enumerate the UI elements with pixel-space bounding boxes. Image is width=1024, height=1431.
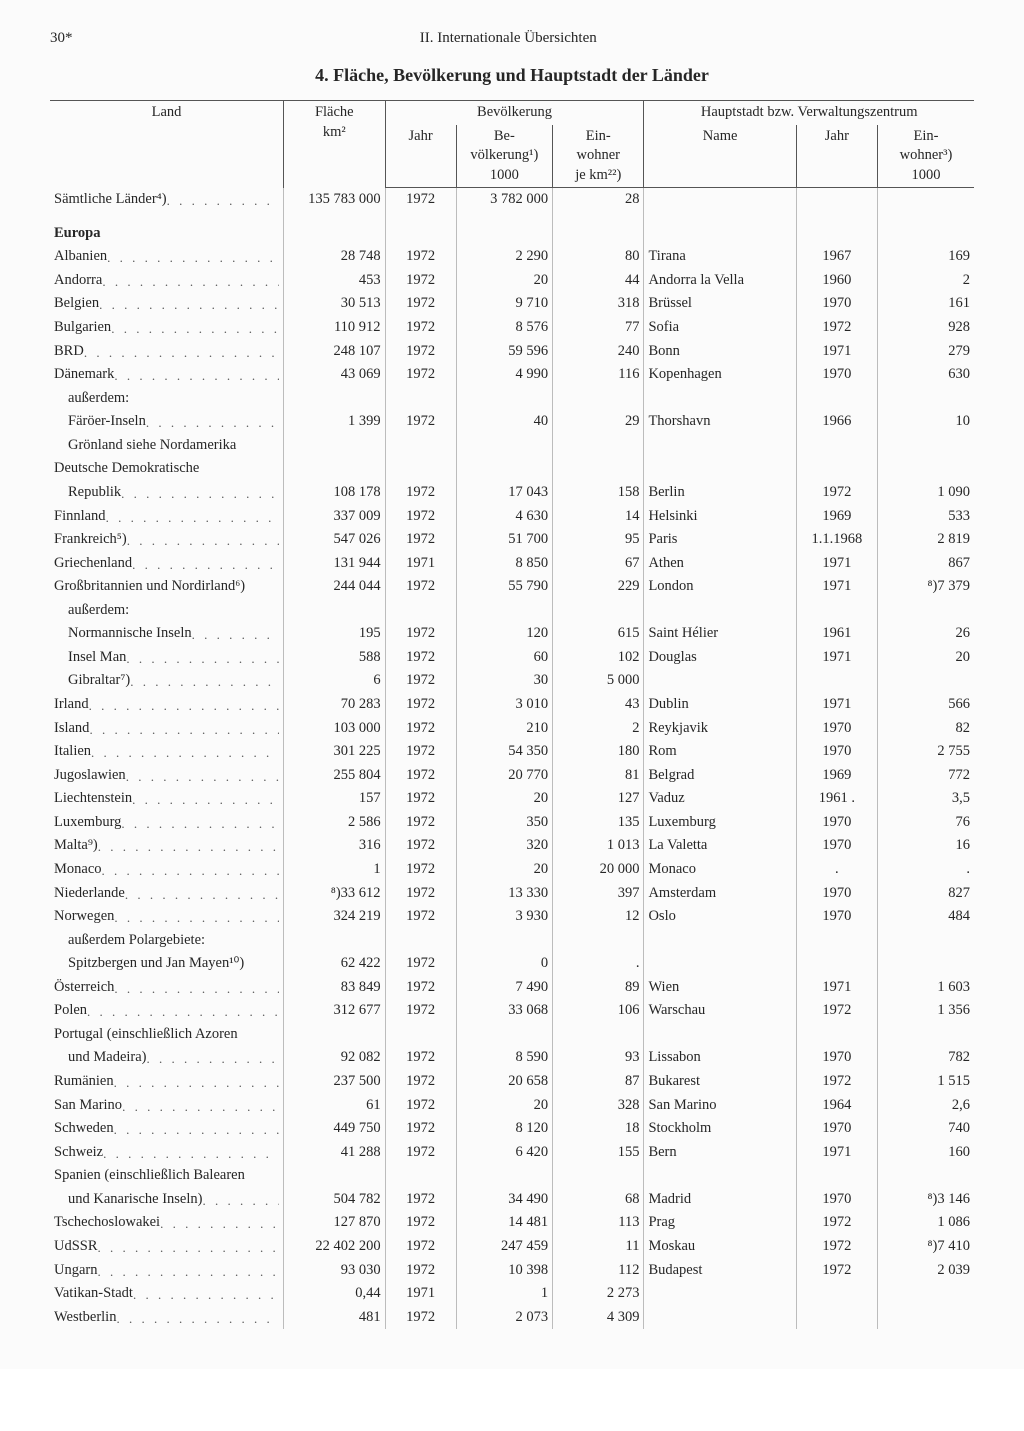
table-row: Spitzbergen und Jan Mayen¹⁰)62 42219720. [50, 952, 974, 976]
table-row: Sämtliche Länder⁴) . . . . . . . . . . .… [50, 188, 974, 222]
running-head-text: II. Internationale Übersichten [73, 30, 945, 47]
table-row: BRD . . . . . . . . . . . . . . . . . . … [50, 340, 974, 364]
table-row: Norwegen . . . . . . . . . . . . . . . .… [50, 905, 974, 929]
table-row: Bulgarien . . . . . . . . . . . . . . . … [50, 316, 974, 340]
table-row: Österreich . . . . . . . . . . . . . . .… [50, 976, 974, 1000]
table-row: Ungarn . . . . . . . . . . . . . . . . .… [50, 1259, 974, 1283]
table-row: Island . . . . . . . . . . . . . . . . .… [50, 717, 974, 741]
table-row: Monaco . . . . . . . . . . . . . . . . .… [50, 858, 974, 882]
table-row: Finnland . . . . . . . . . . . . . . . .… [50, 505, 974, 529]
table-row: Niederlande . . . . . . . . . . . . . . … [50, 882, 974, 906]
table-row: außerdem Polargebiete: [50, 929, 974, 953]
page-number: 30* [50, 30, 73, 47]
table-row: Luxemburg . . . . . . . . . . . . . . . … [50, 811, 974, 835]
table-row: UdSSR . . . . . . . . . . . . . . . . . … [50, 1235, 974, 1259]
col-flaeche: Fläche km² [284, 101, 386, 188]
table-header: Land Fläche km² Bevölkerung Hauptstadt b… [50, 101, 974, 188]
table-row: Liechtenstein . . . . . . . . . . . . . … [50, 787, 974, 811]
table-row: Insel Man . . . . . . . . . . . . . . . … [50, 646, 974, 670]
table-row: Dänemark . . . . . . . . . . . . . . . .… [50, 363, 974, 387]
table-row: Spanien (einschließlich Balearen [50, 1164, 974, 1188]
table-row: und Madeira) . . . . . . . . . . . . . .… [50, 1046, 974, 1070]
table-title: 4. Fläche, Bevölkerung und Hauptstadt de… [50, 65, 974, 86]
table-row: Albanien . . . . . . . . . . . . . . . .… [50, 245, 974, 269]
col-name: Name [644, 125, 796, 188]
page: { "page": { "number": "30*", "running_he… [0, 0, 1024, 1369]
table-row: außerdem: [50, 599, 974, 623]
col-haupt-group: Hauptstadt bzw. Verwaltungszentrum [644, 101, 974, 125]
table-row: Normannische Inseln . . . . . . . . . . … [50, 622, 974, 646]
table-row: Republik . . . . . . . . . . . . . . . .… [50, 481, 974, 505]
table-row: Rumänien . . . . . . . . . . . . . . . .… [50, 1070, 974, 1094]
table-row: Jugoslawien . . . . . . . . . . . . . . … [50, 764, 974, 788]
col-dichte: Ein- wohner je km²²) [553, 125, 644, 188]
col-hbev: Ein- wohner³) 1000 [877, 125, 974, 188]
data-table: Land Fläche km² Bevölkerung Hauptstadt b… [50, 100, 974, 1329]
table-row: Polen . . . . . . . . . . . . . . . . . … [50, 999, 974, 1023]
table-body: Sämtliche Länder⁴) . . . . . . . . . . .… [50, 188, 974, 1329]
table-row: Westberlin . . . . . . . . . . . . . . .… [50, 1306, 974, 1330]
table-row: Irland . . . . . . . . . . . . . . . . .… [50, 693, 974, 717]
col-bev: Be- völkerung¹) 1000 [456, 125, 552, 188]
table-row: Malta⁹) . . . . . . . . . . . . . . . . … [50, 834, 974, 858]
table-row: Färöer-Inseln . . . . . . . . . . . . . … [50, 410, 974, 434]
table-row: Großbritannien und Nordirland⁶)244 04419… [50, 575, 974, 599]
col-land: Land [50, 101, 284, 188]
table-row: Europa [50, 222, 974, 246]
col-hjahr: Jahr [796, 125, 877, 188]
running-head: 30* II. Internationale Übersichten [50, 30, 974, 47]
table-row: Andorra . . . . . . . . . . . . . . . . … [50, 269, 974, 293]
table-row: Deutsche Demokratische [50, 457, 974, 481]
col-bev-group: Bevölkerung [385, 101, 644, 125]
col-jahr: Jahr [385, 125, 456, 188]
table-row: Belgien . . . . . . . . . . . . . . . . … [50, 292, 974, 316]
table-row: Grönland siehe Nordamerika [50, 434, 974, 458]
table-row: Schweden . . . . . . . . . . . . . . . .… [50, 1117, 974, 1141]
table-row: und Kanarische Inseln) . . . . . . . . .… [50, 1188, 974, 1212]
table-row: Portugal (einschließlich Azoren [50, 1023, 974, 1047]
table-row: Griechenland . . . . . . . . . . . . . .… [50, 552, 974, 576]
table-row: Vatikan-Stadt . . . . . . . . . . . . . … [50, 1282, 974, 1306]
table-row: Italien . . . . . . . . . . . . . . . . … [50, 740, 974, 764]
table-row: Frankreich⁵) . . . . . . . . . . . . . .… [50, 528, 974, 552]
table-row: Tschechoslowakei . . . . . . . . . . . .… [50, 1211, 974, 1235]
table-row: San Marino . . . . . . . . . . . . . . .… [50, 1094, 974, 1118]
table-row: Schweiz . . . . . . . . . . . . . . . . … [50, 1141, 974, 1165]
table-row: Gibraltar⁷) . . . . . . . . . . . . . . … [50, 669, 974, 693]
table-row: außerdem: [50, 387, 974, 411]
